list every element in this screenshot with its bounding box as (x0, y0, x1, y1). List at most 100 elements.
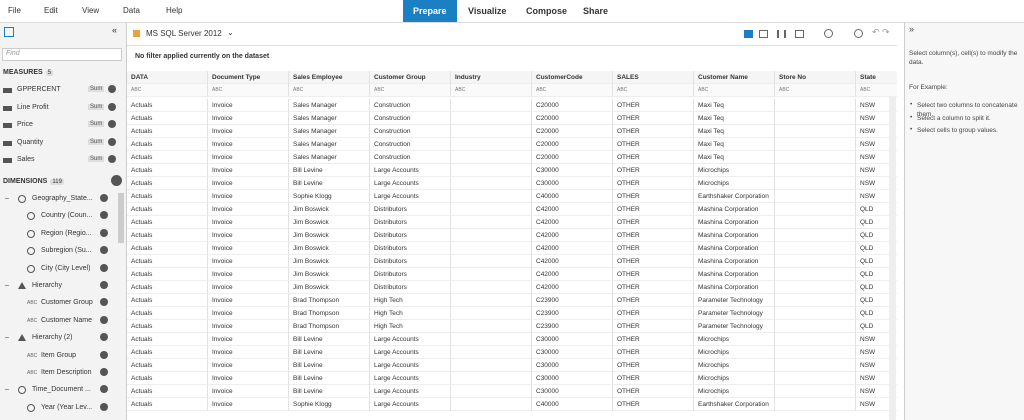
dimension-name[interactable]: Customer Name (41, 316, 92, 324)
settings[interactable] (100, 402, 108, 411)
settings[interactable] (100, 211, 108, 220)
table-cell: Actuals (127, 190, 208, 203)
table-cell (775, 164, 856, 177)
table-cell (451, 346, 532, 359)
measure-name[interactable]: GPPERCENT (17, 86, 61, 93)
settings[interactable] (108, 102, 116, 111)
search-box[interactable]: Find (2, 48, 122, 61)
undo-redo[interactable]: ↶ ↷ (872, 27, 890, 37)
dimension-name[interactable]: Geography_State... (32, 195, 93, 202)
measure-name[interactable]: Sales (17, 156, 35, 164)
refresh[interactable] (854, 29, 863, 38)
type-tag: ABC (27, 317, 38, 324)
dimension-name[interactable]: Customer Group (41, 299, 93, 307)
dimension-name[interactable]: City (City Level) (41, 264, 91, 272)
tab[interactable]: Visualize (468, 6, 507, 16)
table-cell (775, 216, 856, 229)
collapse[interactable]: » (909, 24, 915, 34)
column-header[interactable]: Sales Employee (289, 71, 370, 84)
dimension-name[interactable]: Time_Document ... (32, 386, 91, 394)
dropdown[interactable]: ⌄ (227, 28, 234, 37)
table-cell: Distributors (370, 281, 451, 294)
table-cell: C30000 (532, 359, 613, 372)
table-cell (451, 281, 532, 294)
column-header[interactable]: DATA (127, 71, 208, 84)
column-header[interactable]: Customer Group (370, 71, 451, 84)
settings[interactable] (100, 246, 108, 255)
settings[interactable] (100, 281, 108, 289)
dimension-name[interactable]: Hierarchy (32, 282, 62, 289)
column-type: ABC (856, 84, 897, 97)
settings[interactable] (100, 350, 108, 359)
tab[interactable]: Prepare (403, 0, 457, 22)
settings[interactable] (108, 137, 116, 146)
table-cell: Brad Thompson (289, 307, 370, 320)
collapse[interactable]: « (112, 25, 118, 35)
table-cell: OTHER (613, 229, 694, 242)
columns[interactable] (777, 30, 786, 38)
table-cell: Jim Boswick (289, 216, 370, 229)
table-cell: QLD (856, 294, 897, 307)
settings[interactable] (100, 298, 108, 307)
menu-item[interactable]: View (82, 6, 100, 15)
dimension-name[interactable]: Item Group (41, 351, 77, 359)
tab[interactable]: Share (583, 6, 609, 16)
measures-label: MEASURES (3, 69, 43, 76)
side-panel: « Find MEASURES 5 DIMENSIONS 119 GPPERCENT… (0, 23, 127, 420)
tab[interactable]: Compose (526, 6, 568, 16)
column-header[interactable]: Document Type (208, 71, 289, 84)
grid-view[interactable] (744, 30, 753, 38)
table-cell: Maxi Teq (694, 151, 775, 164)
settings[interactable] (108, 120, 116, 129)
settings[interactable] (100, 263, 108, 272)
settings[interactable] (108, 85, 116, 93)
dimension-name[interactable]: Subregion (Su... (41, 247, 92, 255)
table-cell (451, 372, 532, 385)
menu-item[interactable]: Data (123, 6, 140, 15)
table-cell: Bill Levine (289, 346, 370, 359)
filter[interactable] (824, 29, 833, 38)
table-cell (451, 203, 532, 216)
settings[interactable] (100, 315, 108, 324)
dimension-name[interactable]: Year (Year Lev... (41, 403, 93, 411)
menu-item[interactable]: File (8, 6, 21, 15)
menu-item[interactable]: Help (166, 6, 183, 15)
expander: – (5, 334, 9, 342)
options[interactable] (795, 30, 804, 38)
menu-item[interactable]: Edit (44, 6, 58, 15)
table-cell: C40000 (532, 190, 613, 203)
table-cell: C20000 (532, 151, 613, 164)
measure-name[interactable]: Price (17, 121, 33, 129)
table-cell (775, 320, 856, 333)
settings[interactable] (100, 194, 108, 202)
dimension-name[interactable]: Country (Coun... (41, 212, 93, 220)
table-cell: Sales Manager (289, 99, 370, 112)
column-header[interactable]: Store No (775, 71, 856, 84)
settings[interactable] (100, 333, 108, 342)
table-cell: Actuals (127, 359, 208, 372)
settings[interactable] (100, 385, 108, 394)
column-header[interactable]: SALES (613, 71, 694, 84)
table-cell: Mashina Corporation (694, 255, 775, 268)
source-name[interactable]: MS SQL Server 2012 (146, 29, 222, 38)
settings[interactable] (108, 155, 116, 164)
column-header[interactable]: Industry (451, 71, 532, 84)
table-cell: Mashina Corporation (694, 268, 775, 281)
table-cell: Invoice (208, 320, 289, 333)
dimension-name[interactable]: Item Description (41, 369, 92, 376)
table-cell: C42000 (532, 268, 613, 281)
settings[interactable] (100, 228, 108, 237)
settings[interactable] (111, 175, 122, 186)
table-cell (451, 385, 532, 398)
column-header[interactable]: Customer Name (694, 71, 775, 84)
dimension-name[interactable]: Region (Regio... (41, 229, 92, 237)
dimensions-title: DIMENSIONS 119 (3, 178, 64, 185)
settings[interactable] (100, 368, 108, 376)
column-header[interactable]: CustomerCode (532, 71, 613, 84)
measure-name[interactable]: Line Profit (17, 103, 49, 111)
measure-icon (3, 158, 12, 164)
view-toggle[interactable] (759, 30, 768, 38)
column-header[interactable]: State (856, 71, 897, 84)
dimension-name[interactable]: Hierarchy (2) (32, 334, 73, 342)
measure-name[interactable]: Quantity (17, 138, 44, 146)
